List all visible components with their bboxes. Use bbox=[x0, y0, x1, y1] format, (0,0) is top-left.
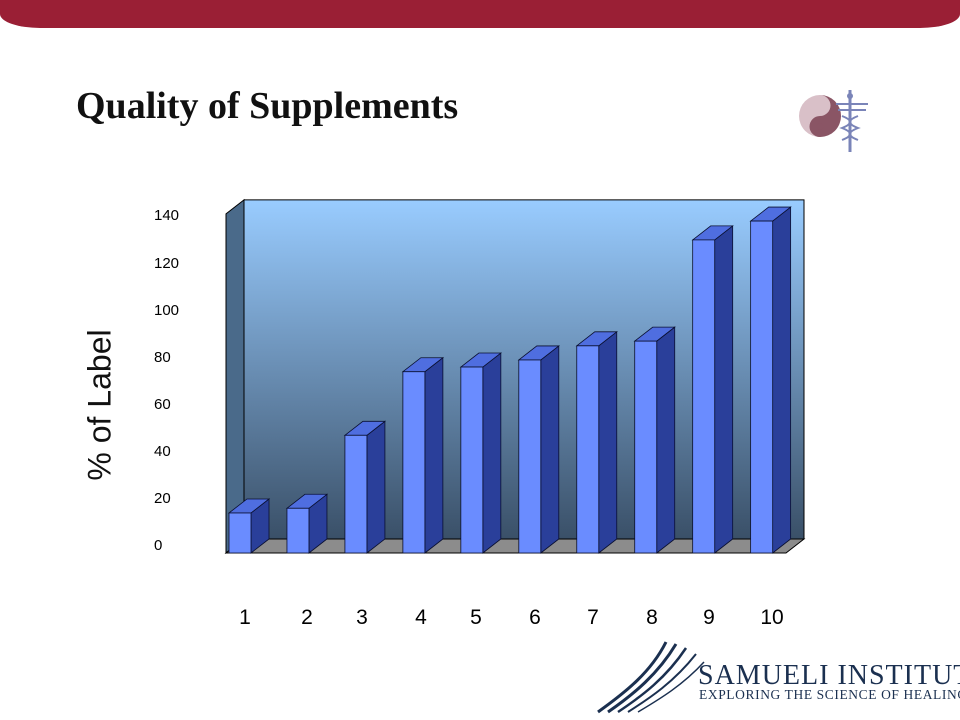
bar bbox=[401, 356, 445, 554]
x-tick-label: 4 bbox=[415, 606, 427, 629]
x-tick-label: 10 bbox=[760, 606, 784, 629]
x-tick-label: 3 bbox=[356, 606, 368, 629]
y-tick-label: 120 bbox=[154, 254, 180, 272]
bar bbox=[749, 206, 792, 554]
bar bbox=[517, 345, 560, 554]
bar-side bbox=[714, 225, 734, 554]
bar-front bbox=[692, 239, 716, 554]
bar-front bbox=[634, 340, 658, 554]
bar-front bbox=[344, 434, 368, 554]
bar-side bbox=[366, 420, 386, 554]
x-tick-label: 8 bbox=[646, 606, 658, 629]
bar-front bbox=[460, 366, 484, 554]
y-tick-label: 40 bbox=[154, 442, 171, 460]
bar-front bbox=[228, 512, 252, 554]
bar bbox=[285, 493, 329, 554]
brand-name: SAMUELI INSTITUTE bbox=[698, 660, 960, 691]
x-tick-label: 2 bbox=[301, 606, 313, 629]
y-tick-label: 140 bbox=[154, 207, 180, 225]
y-tick-label: 80 bbox=[154, 348, 171, 366]
bar bbox=[633, 326, 676, 554]
bar-side bbox=[482, 352, 502, 554]
x-tick-label: 6 bbox=[529, 606, 541, 629]
chart-side-wall bbox=[225, 198, 245, 555]
bar-front bbox=[402, 371, 426, 554]
top-banner bbox=[0, 0, 960, 28]
y-tick-label: 20 bbox=[154, 489, 171, 507]
bar-side bbox=[656, 326, 676, 554]
wave-stripes-icon bbox=[597, 641, 705, 714]
yin-yang-caduceus-icon bbox=[799, 90, 868, 152]
bar-front bbox=[750, 220, 774, 554]
bar bbox=[575, 331, 618, 554]
y-tick-label: 0 bbox=[154, 537, 163, 554]
slide-title: Quality of Supplements bbox=[76, 85, 459, 127]
bar bbox=[343, 420, 387, 554]
bar bbox=[691, 225, 734, 554]
x-tick-label: 7 bbox=[587, 606, 599, 629]
bar-side bbox=[424, 356, 444, 554]
x-tick-label: 9 bbox=[703, 606, 715, 629]
bar bbox=[227, 498, 271, 554]
x-tick-label: 1 bbox=[239, 606, 251, 629]
y-tick-label: 100 bbox=[154, 301, 180, 319]
x-tick-label: 5 bbox=[470, 606, 482, 629]
bar-front bbox=[576, 345, 600, 554]
bar-front bbox=[518, 359, 542, 554]
y-tick-label: 60 bbox=[154, 395, 171, 413]
bar-side bbox=[772, 206, 792, 554]
bar-side bbox=[540, 345, 560, 554]
bar-side bbox=[598, 331, 618, 554]
bar-front bbox=[286, 507, 310, 554]
bar bbox=[459, 352, 503, 554]
brand-tagline: EXPLORING THE SCIENCE OF HEALING bbox=[699, 687, 960, 702]
